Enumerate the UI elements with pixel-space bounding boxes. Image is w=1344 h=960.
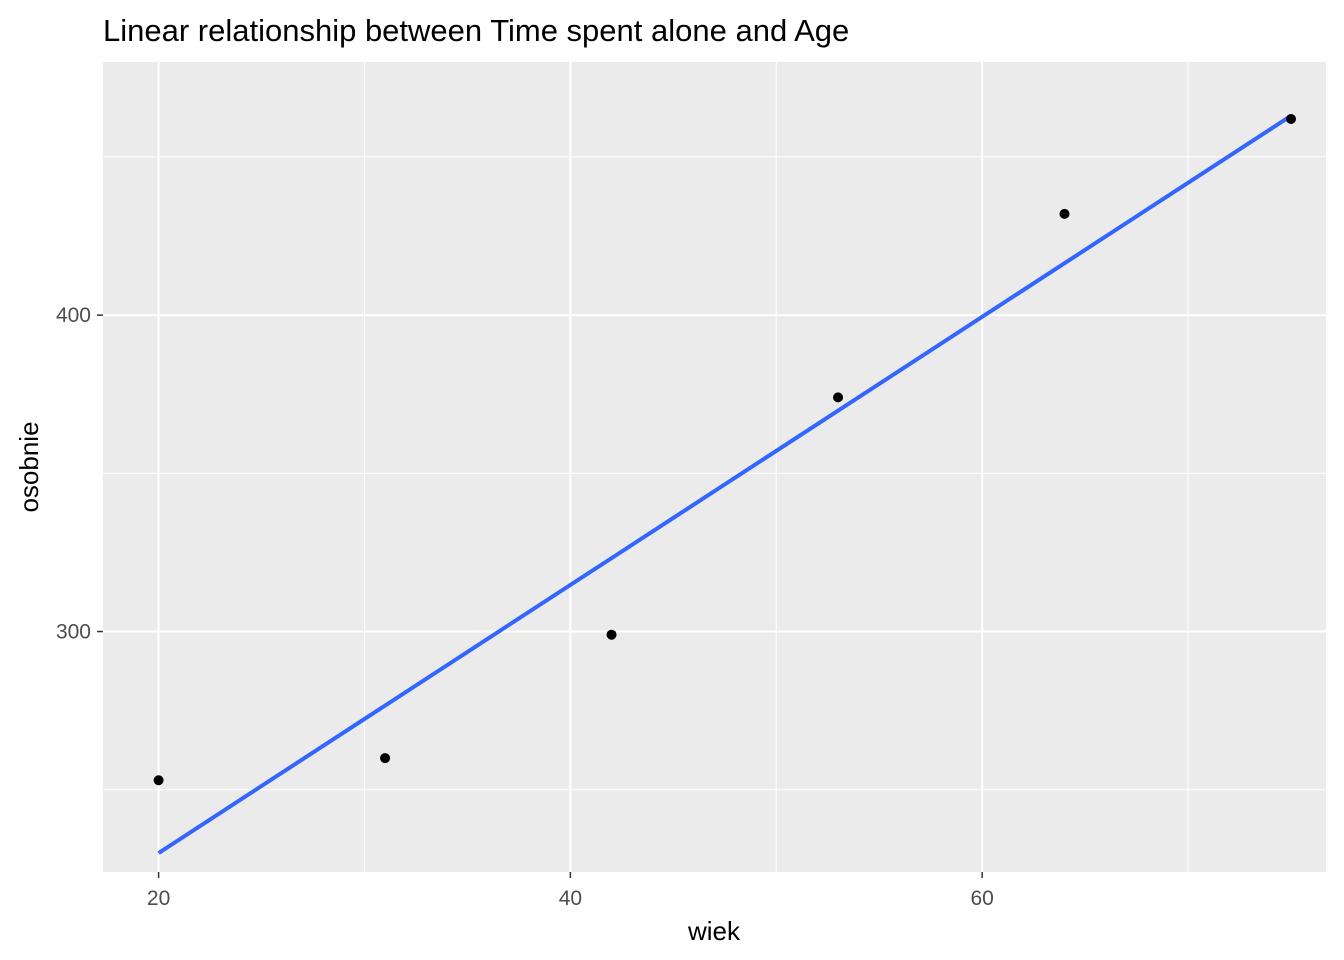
plot-panel <box>103 62 1326 872</box>
x-tick-label: 40 <box>559 887 582 910</box>
x-axis-label: wiek <box>687 916 741 946</box>
data-point <box>1059 208 1070 219</box>
y-tick-label: 300 <box>56 621 91 644</box>
major-gridlines <box>103 62 1326 872</box>
x-tick-label: 20 <box>147 887 170 910</box>
data-point <box>833 392 844 403</box>
y-axis: 300 400 <box>56 304 103 644</box>
x-tick-label: 60 <box>970 887 993 910</box>
fit-line-layer <box>157 114 1293 855</box>
data-point <box>153 775 164 786</box>
points-layer <box>153 113 1296 786</box>
data-point <box>1285 113 1296 124</box>
regression-line <box>157 114 1293 855</box>
y-axis-label: osobnie <box>14 421 44 512</box>
x-axis: 20 40 60 <box>147 872 994 910</box>
data-point <box>606 629 617 640</box>
chart-title: Linear relationship between Time spent a… <box>103 13 849 48</box>
minor-gridlines <box>103 62 1326 872</box>
y-tick-label: 400 <box>56 304 91 327</box>
data-point <box>380 753 391 764</box>
